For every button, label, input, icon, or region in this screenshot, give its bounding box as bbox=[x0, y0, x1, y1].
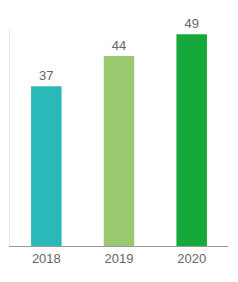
svg-text:49: 49 bbox=[184, 16, 198, 31]
svg-text:2019: 2019 bbox=[105, 251, 134, 266]
svg-text:2018: 2018 bbox=[32, 251, 61, 266]
svg-text:2020: 2020 bbox=[177, 251, 206, 266]
svg-text:37: 37 bbox=[39, 68, 53, 83]
svg-text:44: 44 bbox=[112, 38, 126, 53]
